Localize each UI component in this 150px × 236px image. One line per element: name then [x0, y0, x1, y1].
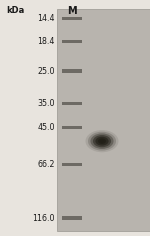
- Ellipse shape: [100, 139, 105, 143]
- Bar: [62, 17, 82, 20]
- Text: 116.0: 116.0: [32, 214, 55, 223]
- Bar: [62, 216, 82, 220]
- Text: 66.2: 66.2: [37, 160, 55, 169]
- Text: 14.4: 14.4: [37, 14, 55, 23]
- Bar: [62, 163, 82, 166]
- Bar: [62, 40, 82, 43]
- FancyBboxPatch shape: [57, 9, 150, 231]
- Text: 35.0: 35.0: [37, 99, 55, 108]
- Text: 25.0: 25.0: [37, 67, 55, 76]
- Ellipse shape: [90, 133, 114, 149]
- Text: 18.4: 18.4: [37, 37, 55, 46]
- Ellipse shape: [85, 130, 118, 152]
- Text: M: M: [67, 6, 76, 16]
- Text: kDa: kDa: [6, 6, 24, 15]
- Text: 45.0: 45.0: [37, 123, 55, 132]
- Bar: [62, 126, 82, 129]
- Ellipse shape: [98, 138, 106, 144]
- Bar: [62, 69, 82, 73]
- Ellipse shape: [93, 135, 111, 147]
- Ellipse shape: [95, 137, 109, 146]
- Ellipse shape: [88, 132, 116, 151]
- Bar: [62, 101, 82, 105]
